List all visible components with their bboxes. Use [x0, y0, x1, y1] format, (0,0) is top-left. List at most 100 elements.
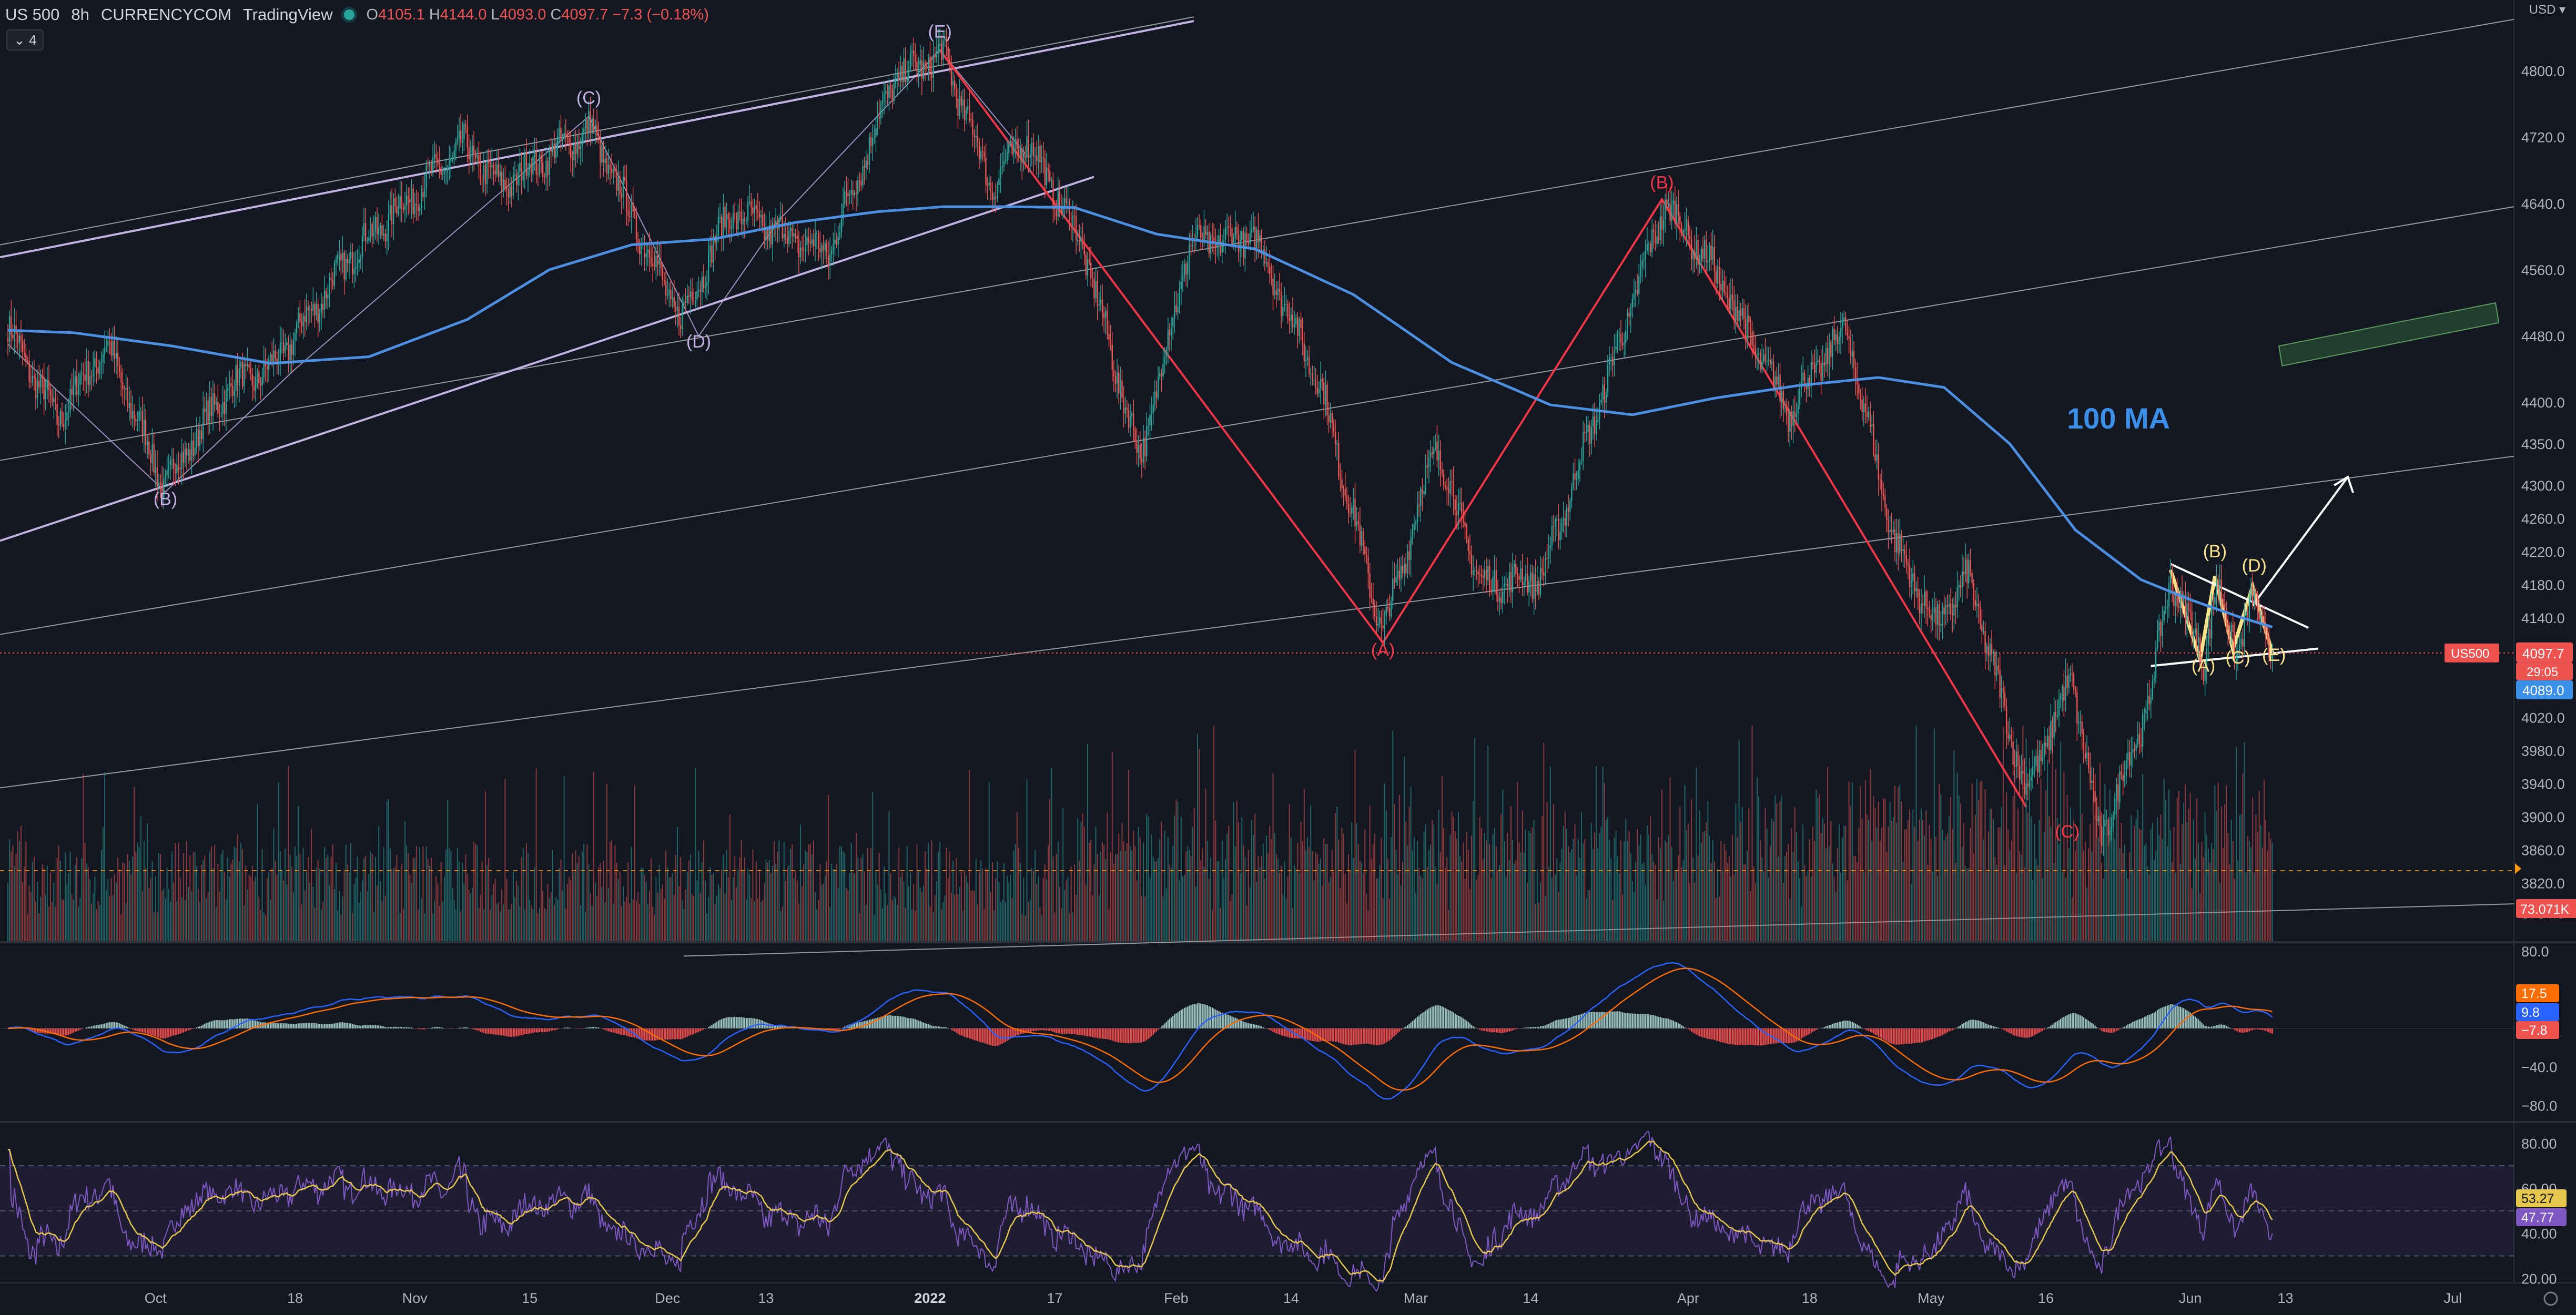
candle-body	[1796, 414, 1797, 417]
macd-histogram-bar	[466, 1027, 468, 1028]
macd-histogram-bar	[1156, 1028, 1157, 1032]
volume-bar	[263, 913, 265, 941]
volume-bar	[478, 909, 479, 941]
volume-bar	[236, 848, 237, 941]
volume-bar	[829, 907, 830, 941]
volume-bar	[327, 854, 328, 941]
macd-histogram-bar	[670, 1028, 671, 1039]
volume-bar	[737, 869, 738, 941]
volume-bar	[1668, 835, 1669, 941]
drawing-lines	[0, 17, 2514, 956]
volume-bar	[1394, 804, 1395, 941]
wave-label: (E)	[2262, 645, 2286, 665]
candle-body	[470, 156, 471, 159]
candle-body	[2168, 583, 2169, 607]
volume-bar	[1096, 827, 1097, 941]
candle-body	[2039, 750, 2040, 772]
candle-body	[614, 169, 615, 171]
macd-histogram-bar	[198, 1027, 199, 1028]
volume-bar	[11, 852, 12, 941]
candle-body	[237, 365, 238, 385]
volume-bar	[476, 845, 478, 941]
volume-bar	[733, 878, 734, 941]
volume-bar	[974, 891, 975, 941]
candle-body	[336, 259, 337, 263]
macd-histogram-bar	[65, 1028, 66, 1036]
candle-body	[2068, 675, 2070, 688]
volume-bar	[1891, 821, 1892, 941]
candle-body	[595, 125, 596, 131]
candle-body	[1358, 522, 1359, 525]
volume-bar	[1576, 875, 1577, 941]
candle-body	[875, 128, 876, 137]
candle-body	[1551, 526, 1553, 546]
macd-histogram-bar	[381, 1026, 382, 1028]
volume-bar	[567, 884, 568, 941]
macd-histogram-bar	[1086, 1028, 1087, 1036]
macd-histogram-bar	[1171, 1017, 1172, 1028]
volume-bar	[2178, 791, 2179, 941]
macd-histogram-bar	[736, 1017, 737, 1028]
volume-bar	[454, 900, 455, 941]
volume-bar	[1110, 852, 1111, 941]
macd-histogram-bar	[860, 1022, 861, 1028]
macd-histogram-bar	[96, 1025, 97, 1028]
macd-histogram-bar	[1256, 1025, 1257, 1028]
volume-bar	[641, 867, 642, 941]
candle-body	[2007, 733, 2009, 739]
volume-bar	[521, 857, 522, 941]
candle-body	[729, 219, 731, 229]
volume-bar	[642, 868, 643, 941]
volume-bar	[1660, 848, 1661, 941]
volume-bar	[346, 844, 347, 941]
volume-bar	[1383, 898, 1384, 941]
candle-body	[78, 385, 79, 394]
macd-histogram-bar	[271, 1023, 272, 1028]
volume-bar	[1465, 879, 1466, 941]
volume-bar	[1858, 828, 1859, 941]
volume-bar	[1079, 861, 1080, 941]
volume-bar	[201, 865, 202, 941]
volume-bar	[2233, 841, 2234, 941]
candle-body	[160, 483, 161, 484]
volume-bar	[401, 864, 402, 941]
candle-body	[898, 74, 899, 80]
volume-bar	[2117, 802, 2118, 941]
macd-histogram-bar	[532, 1028, 533, 1033]
volume-bar	[298, 806, 299, 941]
candle-body	[47, 381, 48, 390]
volume-bar	[145, 868, 146, 941]
macd-histogram-bar	[275, 1023, 276, 1028]
candle-body	[2103, 827, 2104, 846]
macd-histogram-bar	[86, 1027, 87, 1028]
candle-body	[2217, 580, 2218, 589]
macd-histogram-bar	[674, 1028, 675, 1039]
candle-body	[967, 106, 968, 110]
volume-bar	[933, 912, 934, 941]
volume-bar	[277, 875, 278, 941]
candle-body	[959, 96, 960, 116]
volume-bar	[1456, 839, 1457, 941]
volume-bar	[1510, 806, 1512, 941]
candle-body	[711, 246, 712, 262]
candle-body	[387, 234, 388, 242]
candle-body	[86, 361, 87, 381]
candle-body	[422, 192, 423, 197]
volume-bar	[2147, 867, 2148, 941]
volume-bar	[377, 885, 378, 941]
candle-body	[1216, 244, 1218, 248]
volume-bar	[1819, 794, 1820, 941]
volume-bar	[688, 861, 689, 941]
volume-bar	[877, 884, 878, 941]
volume-bar	[2250, 847, 2252, 941]
macd-histogram-bar	[702, 1028, 703, 1031]
candle-body	[1177, 308, 1178, 312]
volume-bar	[2083, 851, 2084, 941]
macd-histogram-bar	[439, 1027, 440, 1028]
volume-bar	[678, 886, 680, 941]
volume-bar	[111, 879, 112, 941]
volume-bar	[851, 843, 852, 941]
candle-body	[109, 341, 110, 342]
